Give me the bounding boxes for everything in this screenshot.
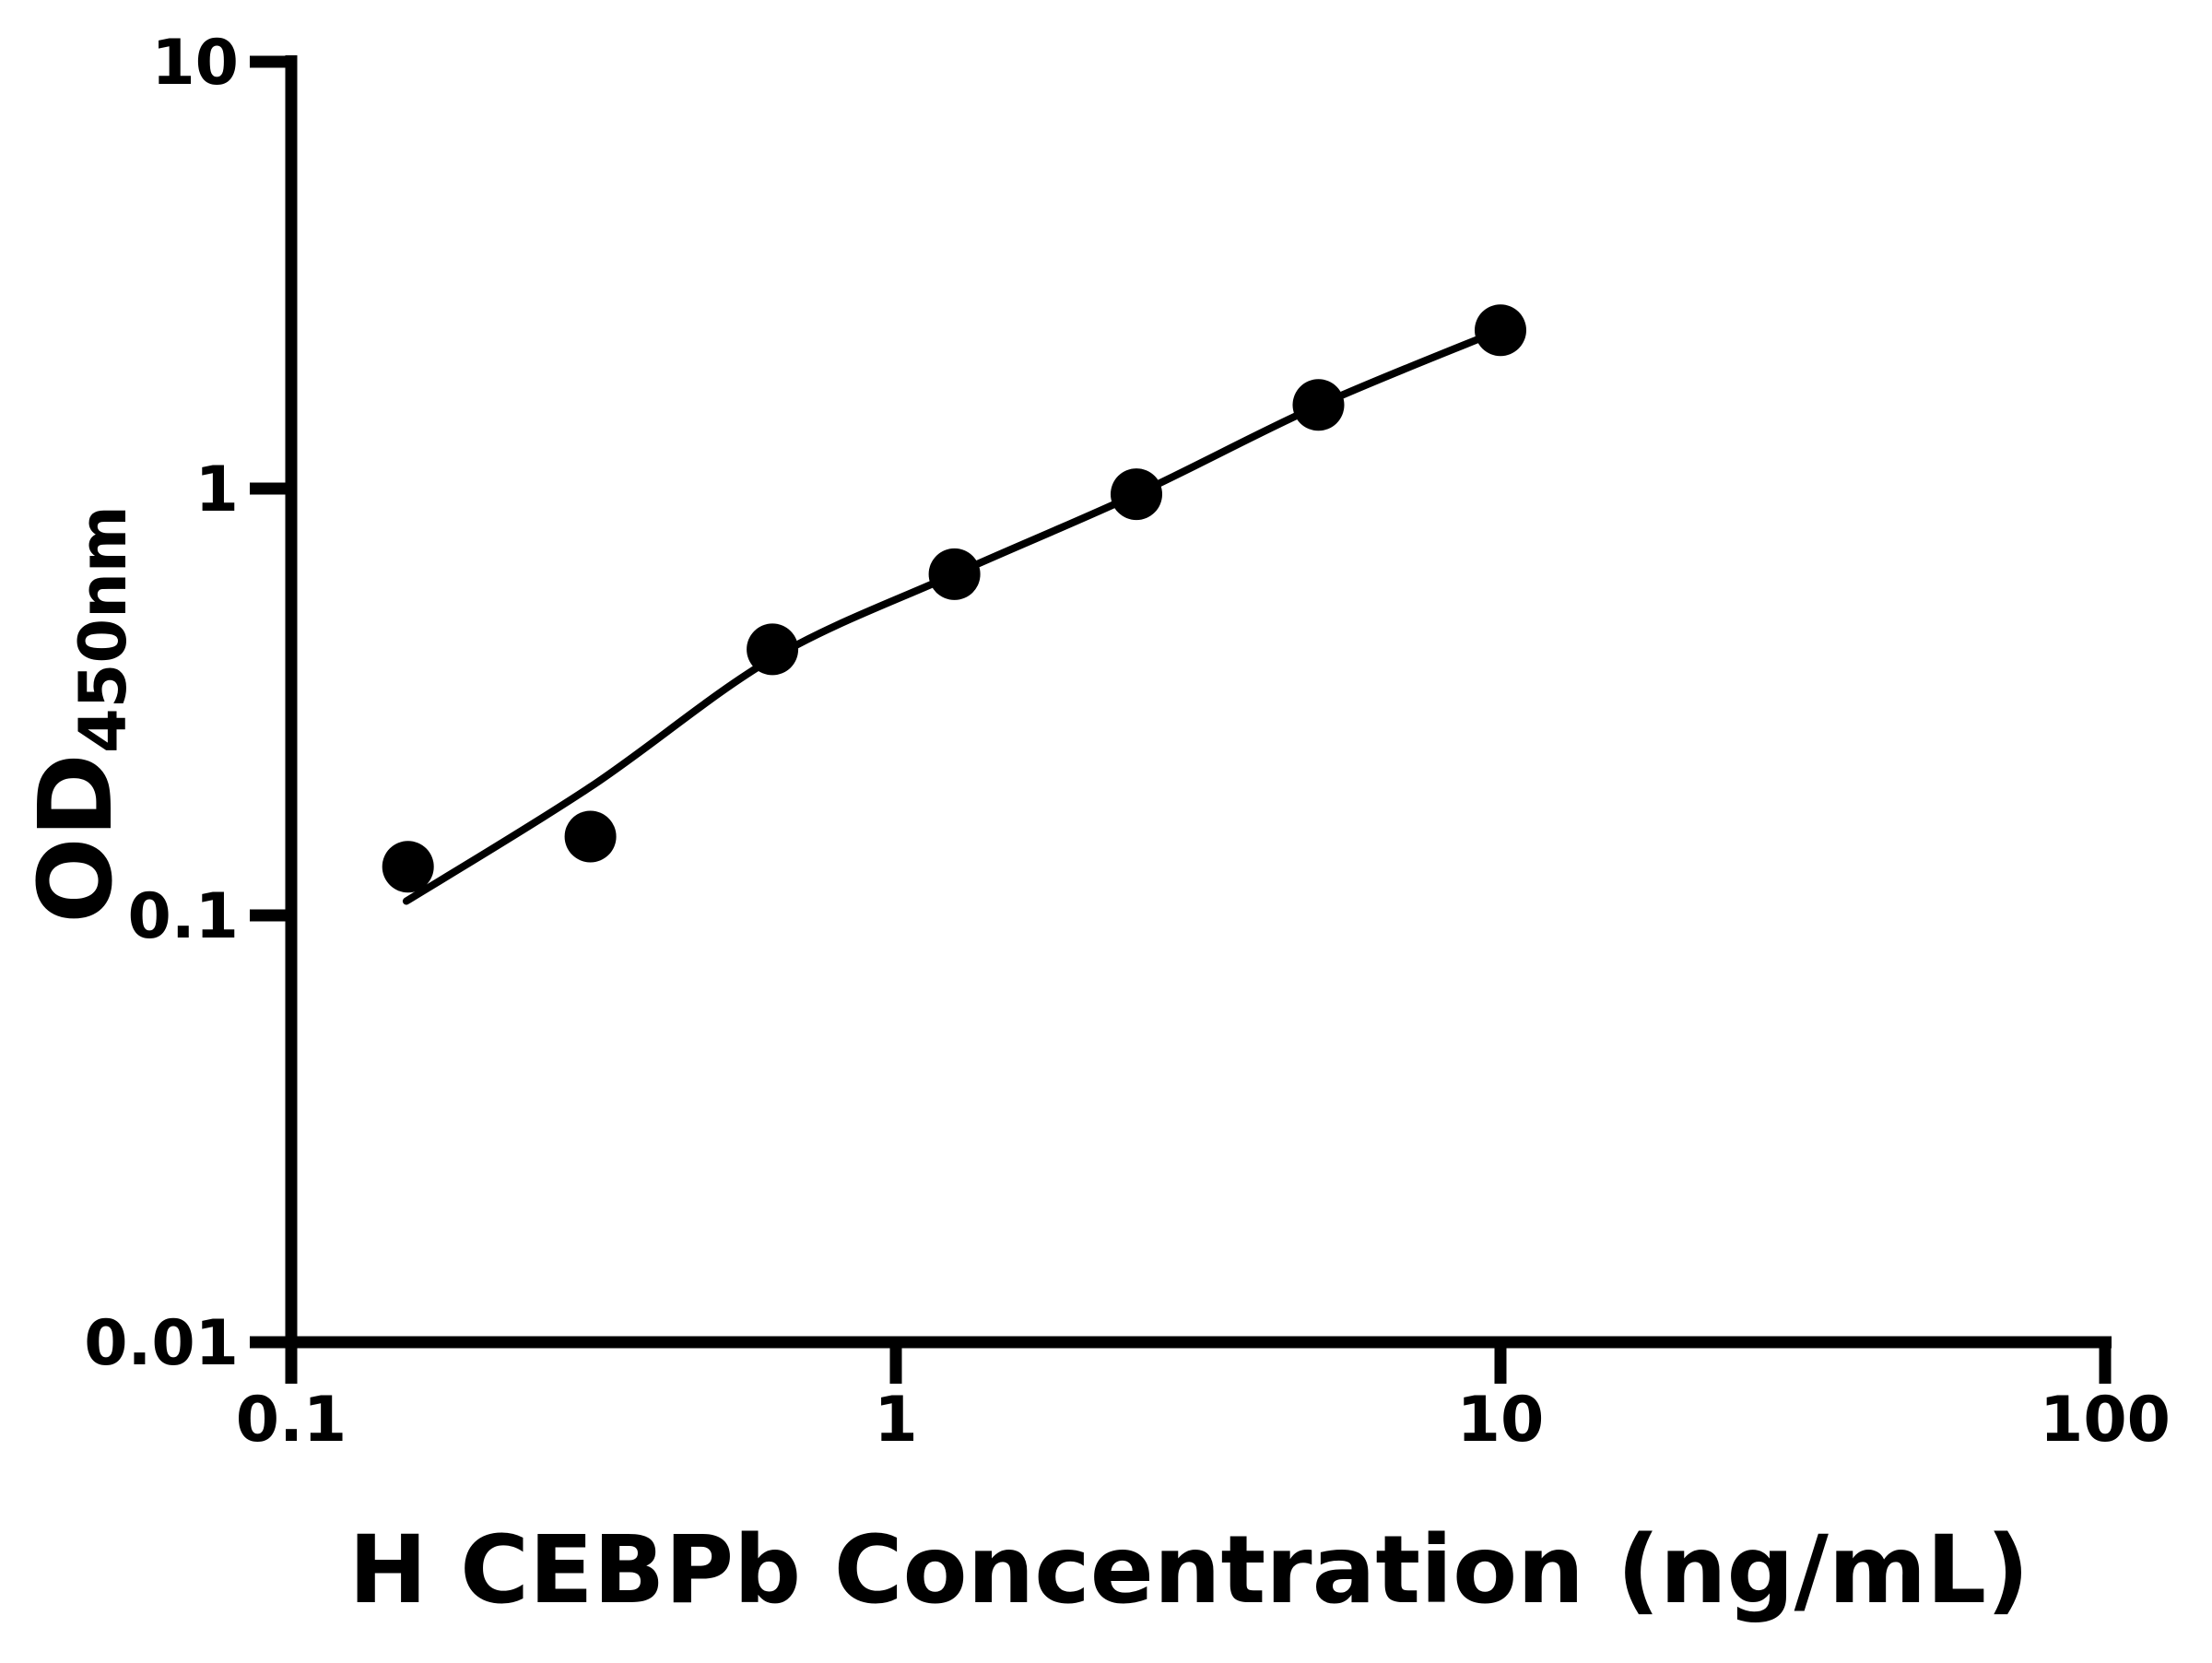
x-tick-label-0.1: 0.1 bbox=[236, 1384, 347, 1457]
data-point bbox=[747, 623, 799, 676]
data-point bbox=[928, 548, 981, 600]
y-tick-label-0.1: 0.1 bbox=[128, 880, 239, 953]
x-tick-label-1: 1 bbox=[874, 1384, 917, 1457]
y-axis-tick-labels: 0.01 0.1 1 10 bbox=[84, 27, 239, 1380]
x-tick-label-100: 100 bbox=[2040, 1384, 2171, 1457]
x-axis-tick-labels: 0.1 1 10 100 bbox=[236, 1384, 2171, 1457]
y-axis-ticks bbox=[250, 55, 291, 1349]
axes bbox=[285, 55, 2112, 1349]
data-points bbox=[382, 304, 1526, 893]
y-axis-title-main: OD bbox=[17, 753, 135, 924]
y-tick-label-10: 10 bbox=[151, 27, 239, 100]
data-point bbox=[1292, 379, 1345, 431]
y-tick-label-0.01: 0.01 bbox=[84, 1307, 239, 1380]
y-axis-title-subscript: 450nm bbox=[65, 505, 141, 753]
x-axis-title: H CEBPb Concentration (ng/mL) bbox=[348, 1516, 2029, 1625]
data-point bbox=[382, 841, 434, 893]
y-axis-title: OD450nm bbox=[17, 505, 141, 924]
data-point bbox=[1475, 304, 1526, 357]
y-tick-label-1: 1 bbox=[195, 454, 239, 526]
x-tick-label-10: 10 bbox=[1457, 1384, 1545, 1457]
data-point bbox=[1111, 468, 1162, 521]
x-axis-ticks bbox=[285, 1342, 2112, 1384]
data-point bbox=[564, 810, 617, 863]
